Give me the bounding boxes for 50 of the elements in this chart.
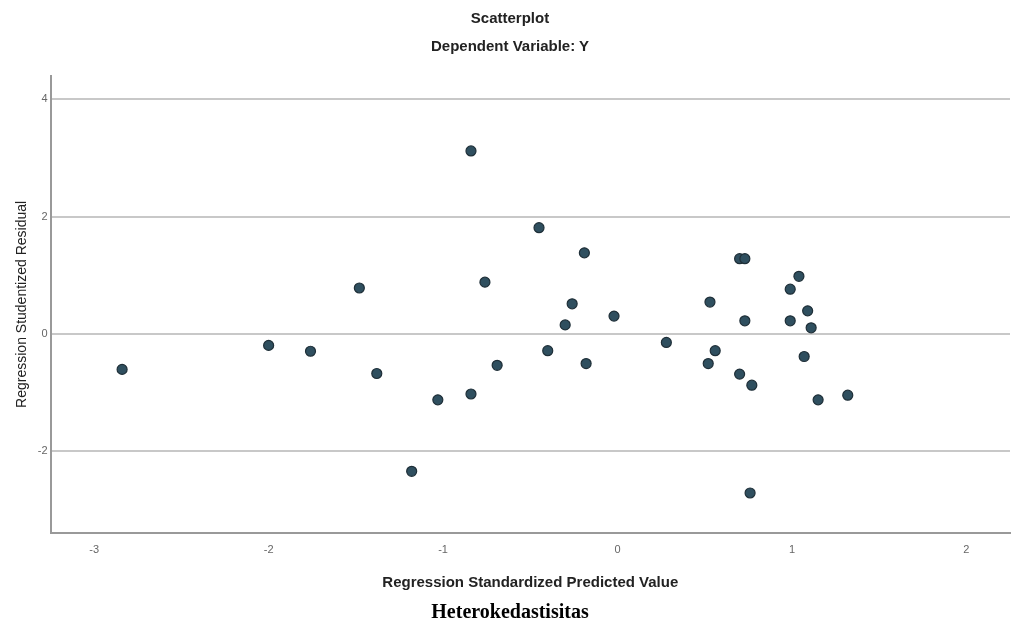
- point: [812, 394, 824, 406]
- point: [702, 357, 714, 370]
- point: [542, 345, 554, 357]
- point: [406, 465, 418, 477]
- point: [578, 247, 590, 259]
- y-tick-label: 2: [41, 209, 48, 222]
- point: [580, 357, 592, 370]
- point: [432, 394, 444, 406]
- point: [353, 282, 365, 294]
- y-axis-title: Regression Studentized Residual: [13, 200, 30, 408]
- point: [802, 305, 814, 317]
- point: [739, 253, 751, 265]
- point: [784, 283, 796, 295]
- point: [660, 336, 672, 349]
- point: [566, 298, 578, 310]
- point: [479, 276, 491, 288]
- point: [734, 368, 746, 380]
- point: [704, 296, 716, 308]
- point: [744, 487, 756, 499]
- point: [465, 388, 477, 400]
- y-tick-label: 4: [41, 92, 48, 105]
- point: [608, 310, 620, 322]
- point: [465, 145, 477, 157]
- point: [371, 367, 383, 380]
- point: [798, 350, 810, 363]
- point: [784, 315, 796, 327]
- x-tick-label: 0: [614, 543, 621, 556]
- x-tick-label: -1: [438, 543, 448, 556]
- point: [263, 339, 275, 351]
- x-tick-label: -2: [263, 543, 274, 556]
- point: [491, 359, 503, 371]
- x-tick-label: 2: [963, 543, 970, 556]
- point: [709, 345, 721, 357]
- point: [116, 363, 128, 376]
- x-tick-label: -3: [89, 543, 100, 556]
- point: [559, 319, 571, 331]
- point: [805, 322, 817, 334]
- text: Heterokedastisitas: [430, 600, 590, 623]
- point: [746, 379, 758, 391]
- x-tick-label: 1: [788, 543, 796, 556]
- point: [793, 270, 805, 282]
- point: [739, 315, 751, 327]
- point: [842, 389, 854, 401]
- y-tick-label: -2: [37, 443, 48, 456]
- x-axis-title: Regression Standardized Predicted Value: [382, 573, 679, 591]
- y-tick-label: 0: [41, 326, 48, 339]
- chart-subtitle: Dependent Variable: Y: [430, 37, 590, 55]
- point: [533, 222, 545, 234]
- point: [304, 345, 317, 357]
- chart-title: Scatterplot: [470, 9, 550, 27]
